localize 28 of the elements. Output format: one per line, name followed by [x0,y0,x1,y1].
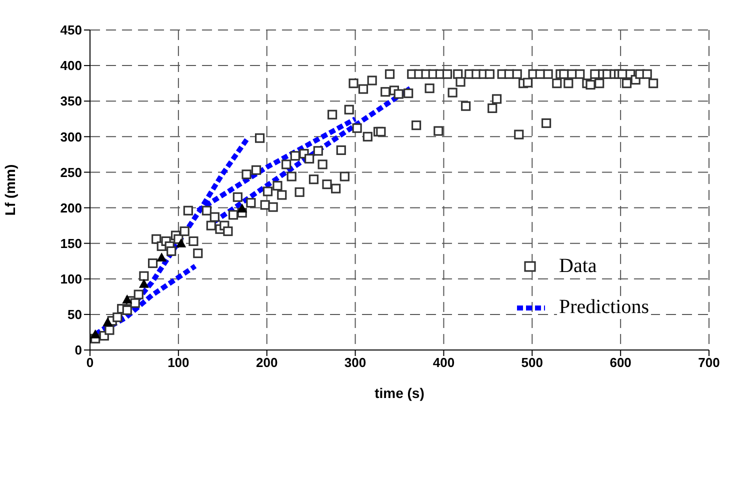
x-tick-label: 100 [168,355,190,370]
y-tick-label: 300 [60,129,82,144]
y-tick-label: 250 [60,164,82,180]
y-tick-label: 100 [60,272,82,287]
legend-label: Predictions [557,296,651,319]
x-axis-title: time (s) [374,385,424,401]
point [122,294,132,304]
y-tick-label: 0 [74,342,82,358]
point [156,252,167,262]
x-tick-label: 200 [256,355,278,370]
y-tick-label: 150 [60,236,82,251]
y-tick-label: 350 [60,94,82,109]
x-tick-label: 500 [521,355,543,370]
x-tick-label: 400 [432,355,455,370]
y-tick-label: 400 [60,58,82,74]
x-tick-label: 700 [698,355,720,370]
point [102,317,113,326]
x-tick-label: 300 [344,355,366,370]
legend-label: Data [557,255,599,278]
x-tick-label: 600 [610,355,632,370]
y-tick-label: 450 [60,22,82,38]
y-tick-label: 200 [60,200,82,216]
x-tick-label: 0 [86,355,94,370]
point [90,329,100,338]
point [138,278,149,288]
y-tick-label: 50 [68,307,82,322]
y-axis-title: Lf (mm) [2,164,18,216]
point [176,238,186,248]
